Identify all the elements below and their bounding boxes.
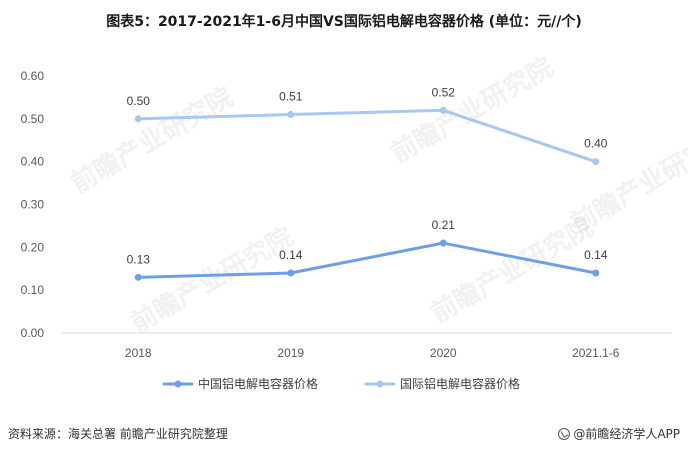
x-tick-label: 2019 xyxy=(277,346,304,360)
data-point xyxy=(134,273,142,281)
data-label: 0.40 xyxy=(584,137,608,151)
y-tick-label: 0.50 xyxy=(21,112,45,126)
brand-logo-icon xyxy=(558,427,571,440)
page-title: 图表5：2017-2021年1-6月中国VS国际铝电解电容器价格 (单位：元//… xyxy=(106,14,582,30)
legend-swatch-marker xyxy=(174,380,182,388)
x-tick-label: 2021.1-6 xyxy=(572,346,620,360)
legend: 中国铝电解电容器价格 国际铝电解电容器价格 xyxy=(162,376,520,391)
data-point xyxy=(287,111,295,119)
data-label: 0.51 xyxy=(279,90,303,104)
legend-swatch-marker xyxy=(376,380,384,388)
data-label: 0.13 xyxy=(127,252,151,266)
series-1: 0.13 0.14 0.21 0.14 xyxy=(127,218,608,281)
data-point xyxy=(592,269,600,277)
data-point xyxy=(287,269,295,277)
data-point xyxy=(592,158,600,166)
x-axis: 2018 2019 2020 2021.1-6 xyxy=(125,346,620,360)
data-label: 0.50 xyxy=(127,94,151,108)
brand-text: @前瞻经济学人APP xyxy=(573,427,680,441)
data-label: 0.52 xyxy=(432,85,456,99)
y-tick-label: 0.20 xyxy=(21,240,45,254)
x-tick-label: 2020 xyxy=(430,346,457,360)
series-layer: 0.13 0.14 0.21 0.14 0.50 0.51 0.52 0.40 xyxy=(127,85,608,281)
y-tick-label: 0.60 xyxy=(21,69,45,83)
data-point xyxy=(134,115,142,123)
legend-label: 中国铝电解电容器价格 xyxy=(198,376,318,391)
data-label: 0.21 xyxy=(432,218,456,232)
y-tick-label: 0.10 xyxy=(21,283,45,297)
data-point xyxy=(439,239,447,247)
legend-item: 中国铝电解电容器价格 xyxy=(162,376,318,391)
y-axis: 0.00 0.10 0.20 0.30 0.40 0.50 0.60 xyxy=(21,69,45,340)
y-tick-label: 0.00 xyxy=(21,326,45,340)
series-line xyxy=(136,241,598,279)
source-note: 资料来源：海关总署 前瞻产业研究院整理 xyxy=(8,427,228,441)
x-tick-label: 2018 xyxy=(125,346,152,360)
y-tick-label: 0.40 xyxy=(21,155,45,169)
series-2: 0.50 0.51 0.52 0.40 xyxy=(127,85,608,166)
data-label: 0.14 xyxy=(584,248,608,262)
data-point xyxy=(439,106,447,114)
y-tick-label: 0.30 xyxy=(21,198,45,212)
series-line xyxy=(136,108,598,164)
brand-credit: @前瞻经济学人APP xyxy=(558,425,680,442)
legend-label: 国际铝电解电容器价格 xyxy=(400,376,520,391)
legend-item: 国际铝电解电容器价格 xyxy=(364,376,520,391)
data-label: 0.14 xyxy=(279,248,303,262)
